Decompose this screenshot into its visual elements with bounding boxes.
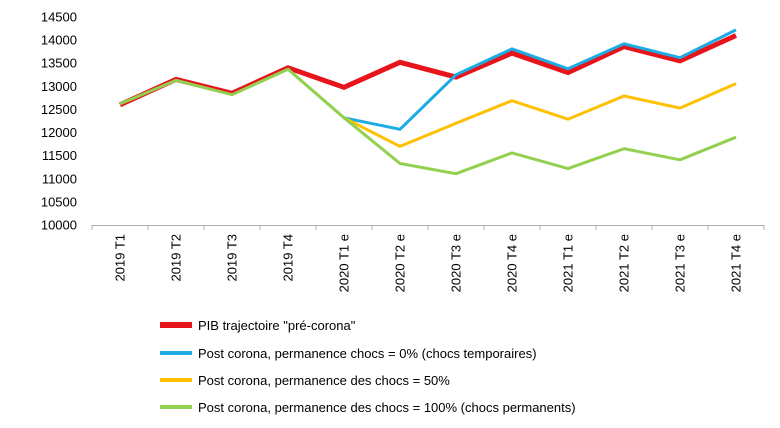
y-tick-label: 13000 [41,79,77,94]
series-lines [118,28,738,176]
x-tick-label: 2020 T4 e [505,234,520,292]
legend-label: PIB trajectoire "pré-corona" [198,318,356,333]
x-tick-label: 2019 T1 [113,234,128,281]
y-tick-label: 11500 [42,148,77,163]
x-tick-label: 2021 T1 e [561,234,576,292]
legend-label: Post corona, permanence des chocs = 50% [198,373,450,388]
x-tick-label: 2020 T1 e [337,234,352,292]
x-tick-label: 2019 T2 [169,234,184,281]
y-tick-label: 10000 [41,218,77,233]
y-axis: 10000 10500 11000 11500 12000 12500 13000 13500… [41,10,77,233]
x-tick-label: 2019 T4 [281,234,296,281]
y-tick-label: 12000 [41,125,77,140]
x-tick-label: 2021 T3 e [673,234,688,292]
y-tick-label: 13500 [41,56,77,71]
y-tick-label: 12500 [41,102,77,117]
series-line-4 [119,67,737,176]
x-tick-label: 2021 T2 e [617,234,632,292]
legend-label: Post corona, permanence des chocs = 100%… [198,400,576,415]
x-tick-label: 2021 T4 e [729,234,744,292]
series-line-2 [343,28,737,131]
legend: PIB trajectoire "pré-corona" Post corona,… [160,318,576,415]
legend-label: Post corona, permanence chocs = 0% (choc… [198,346,537,361]
series-line-3 [343,82,737,149]
x-axis: 2019 T1 2019 T2 2019 T3 2019 T4 2020 T1 e 202… [91,225,765,292]
x-tick-label: 2019 T3 [225,234,240,281]
series-line-1 [118,33,738,108]
y-tick-label: 14000 [41,33,77,48]
y-tick-label: 14500 [41,10,77,25]
x-tick-label: 2020 T2 e [393,234,408,292]
y-tick-label: 10500 [41,194,77,209]
y-tick-label: 11000 [42,171,77,186]
x-tick-label: 2020 T3 e [449,234,464,292]
